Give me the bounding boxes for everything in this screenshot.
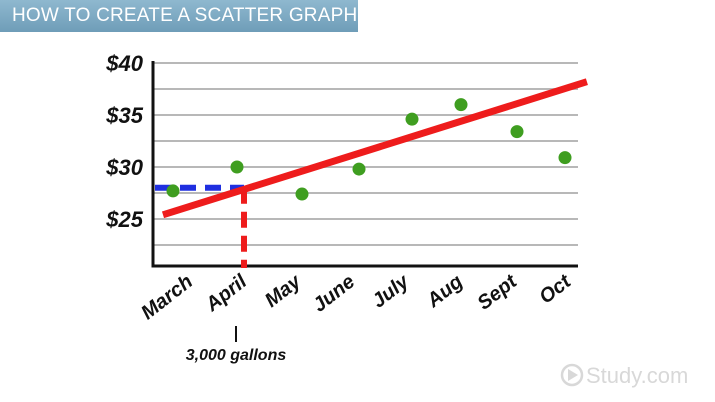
- watermark-text: Study.com: [586, 363, 688, 388]
- trendline-layer: [161, 78, 588, 219]
- play-triangle-icon: [568, 369, 578, 381]
- x-tick-label-july: July: [368, 270, 414, 313]
- y-tick-label-0: $25: [105, 207, 143, 232]
- annotation: 3,000 gallons: [186, 326, 287, 364]
- data-point-aug: [454, 98, 468, 112]
- x-tick-label-sept: Sept: [473, 270, 522, 315]
- data-point-may: [295, 187, 309, 201]
- x-tick-label-oct: Oct: [535, 270, 576, 309]
- slide-title-banner: HOW TO CREATE A SCATTER GRAPH: [0, 0, 358, 32]
- x-tick-labels: March April May June July Aug Sept Oct: [137, 270, 576, 324]
- data-point-oct: [558, 151, 572, 165]
- x-tick-label-aug: Aug: [422, 271, 467, 313]
- play-icon: [560, 363, 584, 387]
- data-points: [166, 98, 572, 201]
- data-point-march: [166, 184, 180, 198]
- x-tick-label-march: March: [137, 271, 197, 325]
- data-point-sept: [510, 125, 524, 139]
- x-tick-label-june: June: [309, 271, 359, 317]
- y-tick-label-3: $40: [105, 51, 143, 76]
- watermark: Study.com: [560, 363, 688, 388]
- x-tick-label-april: April: [201, 270, 252, 316]
- axes: [151, 61, 578, 268]
- annotation-label: 3,000 gallons: [186, 347, 287, 364]
- data-point-june: [352, 162, 366, 176]
- data-point-july: [405, 112, 419, 126]
- y-tick-label-2: $35: [105, 103, 143, 128]
- data-point-april: [230, 160, 244, 174]
- y-tick-label-1: $30: [105, 155, 143, 180]
- y-tick-labels: $25 $30 $35 $40: [105, 51, 143, 232]
- x-tick-label-may: May: [261, 270, 306, 312]
- trendline: [161, 78, 588, 219]
